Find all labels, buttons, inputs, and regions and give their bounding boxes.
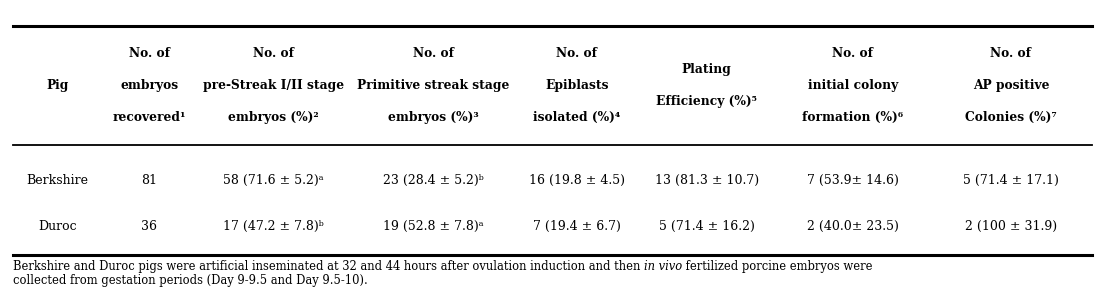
Text: Pig: Pig (46, 79, 69, 92)
Text: embryos: embryos (120, 79, 178, 92)
Text: No. of: No. of (413, 47, 454, 60)
Text: 5 (71.4 ± 16.2): 5 (71.4 ± 16.2) (659, 219, 755, 233)
Text: collected from gestation periods (Day 9-9.5 and Day 9.5-10).: collected from gestation periods (Day 9-… (13, 274, 368, 287)
Text: 7 (19.4 ± 6.7): 7 (19.4 ± 6.7) (533, 219, 621, 233)
Text: in vivo: in vivo (644, 260, 683, 273)
Text: 17 (47.2 ± 7.8)ᵇ: 17 (47.2 ± 7.8)ᵇ (223, 219, 324, 233)
Text: No. of: No. of (128, 47, 170, 60)
Text: initial colony: initial colony (808, 79, 898, 92)
Text: No. of: No. of (556, 47, 598, 60)
Text: Colonies (%)⁷: Colonies (%)⁷ (965, 111, 1056, 124)
Text: Epiblasts: Epiblasts (545, 79, 609, 92)
Text: Efficiency (%)⁵: Efficiency (%)⁵ (656, 95, 757, 108)
Text: No. of: No. of (253, 47, 294, 60)
Text: embryos (%)²: embryos (%)² (229, 111, 319, 124)
Text: isolated (%)⁴: isolated (%)⁴ (533, 111, 620, 124)
Text: No. of: No. of (832, 47, 873, 60)
Text: Berkshire and Duroc pigs were artificial inseminated at 32 and 44 hours after ov: Berkshire and Duroc pigs were artificial… (13, 260, 644, 273)
Text: 7 (53.9± 14.6): 7 (53.9± 14.6) (807, 173, 898, 187)
Text: fertilized porcine embryos were: fertilized porcine embryos were (683, 260, 873, 273)
Text: Duroc: Duroc (39, 219, 76, 233)
Text: Berkshire: Berkshire (27, 173, 88, 187)
Text: AP positive: AP positive (972, 79, 1049, 92)
Text: Plating: Plating (682, 63, 732, 76)
Text: 2 (100 ± 31.9): 2 (100 ± 31.9) (965, 219, 1056, 233)
Text: 13 (81.3 ± 10.7): 13 (81.3 ± 10.7) (654, 173, 759, 187)
Text: 19 (52.8 ± 7.8)ᵃ: 19 (52.8 ± 7.8)ᵃ (383, 219, 484, 233)
Text: 16 (19.8 ± 4.5): 16 (19.8 ± 4.5) (529, 173, 624, 187)
Text: pre-Streak I/II stage: pre-Streak I/II stage (203, 79, 345, 92)
Text: 36: 36 (141, 219, 157, 233)
Text: Primitive streak stage: Primitive streak stage (357, 79, 509, 92)
Text: 81: 81 (141, 173, 157, 187)
Text: embryos (%)³: embryos (%)³ (388, 111, 478, 124)
Text: recovered¹: recovered¹ (113, 111, 186, 124)
Text: formation (%)⁶: formation (%)⁶ (802, 111, 904, 124)
Text: No. of: No. of (990, 47, 1031, 60)
Text: 2 (40.0± 23.5): 2 (40.0± 23.5) (807, 219, 898, 233)
Text: 5 (71.4 ± 17.1): 5 (71.4 ± 17.1) (962, 173, 1059, 187)
Text: 23 (28.4 ± 5.2)ᵇ: 23 (28.4 ± 5.2)ᵇ (383, 173, 484, 187)
Text: 58 (71.6 ± 5.2)ᵃ: 58 (71.6 ± 5.2)ᵃ (223, 173, 324, 187)
